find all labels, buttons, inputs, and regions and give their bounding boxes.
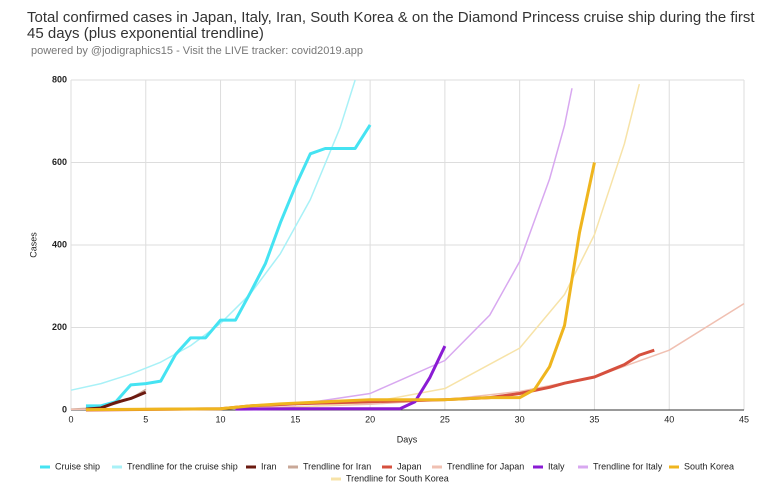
legend-label: Trendline for Italy [593, 461, 663, 471]
legend-label: Italy [548, 461, 565, 471]
legend-label: Iran [261, 461, 277, 471]
y-tick-label: 0 [62, 404, 67, 414]
chart-title: Total confirmed cases in Japan, Italy, I… [27, 9, 755, 42]
legend-label: Trendline for the cruise ship [127, 461, 238, 471]
y-tick-label: 400 [52, 239, 67, 249]
x-tick-label: 30 [515, 414, 525, 424]
x-tick-label: 15 [290, 414, 300, 424]
legend-label: Japan [397, 461, 422, 471]
y-tick-label: 800 [52, 74, 67, 84]
x-tick-label: 10 [216, 414, 226, 424]
x-tick-label: 45 [739, 414, 749, 424]
x-tick-label: 25 [440, 414, 450, 424]
x-axis-label: Days [397, 434, 418, 444]
x-tick-label: 40 [664, 414, 674, 424]
legend-label: Trendline for South Korea [346, 473, 449, 483]
series-line [85, 162, 596, 412]
x-tick-label: 0 [68, 414, 73, 424]
y-tick-label: 600 [52, 157, 67, 167]
x-tick-label: 35 [589, 414, 599, 424]
series-line [295, 83, 641, 409]
series-line [70, 79, 356, 391]
legend-label: South Korea [684, 461, 734, 471]
legend-label: Trendline for Iran [303, 461, 371, 471]
series-line [85, 124, 372, 408]
legend-label: Trendline for Japan [447, 461, 524, 471]
x-tick-label: 20 [365, 414, 375, 424]
legend-label: Cruise ship [55, 461, 100, 471]
series-line [235, 345, 447, 411]
y-tick-label: 200 [52, 322, 67, 332]
x-tick-label: 5 [143, 414, 148, 424]
y-axis-label: Cases [28, 232, 38, 258]
chart-subtitle: powered by @jodigraphics15 - Visit the L… [31, 45, 363, 57]
